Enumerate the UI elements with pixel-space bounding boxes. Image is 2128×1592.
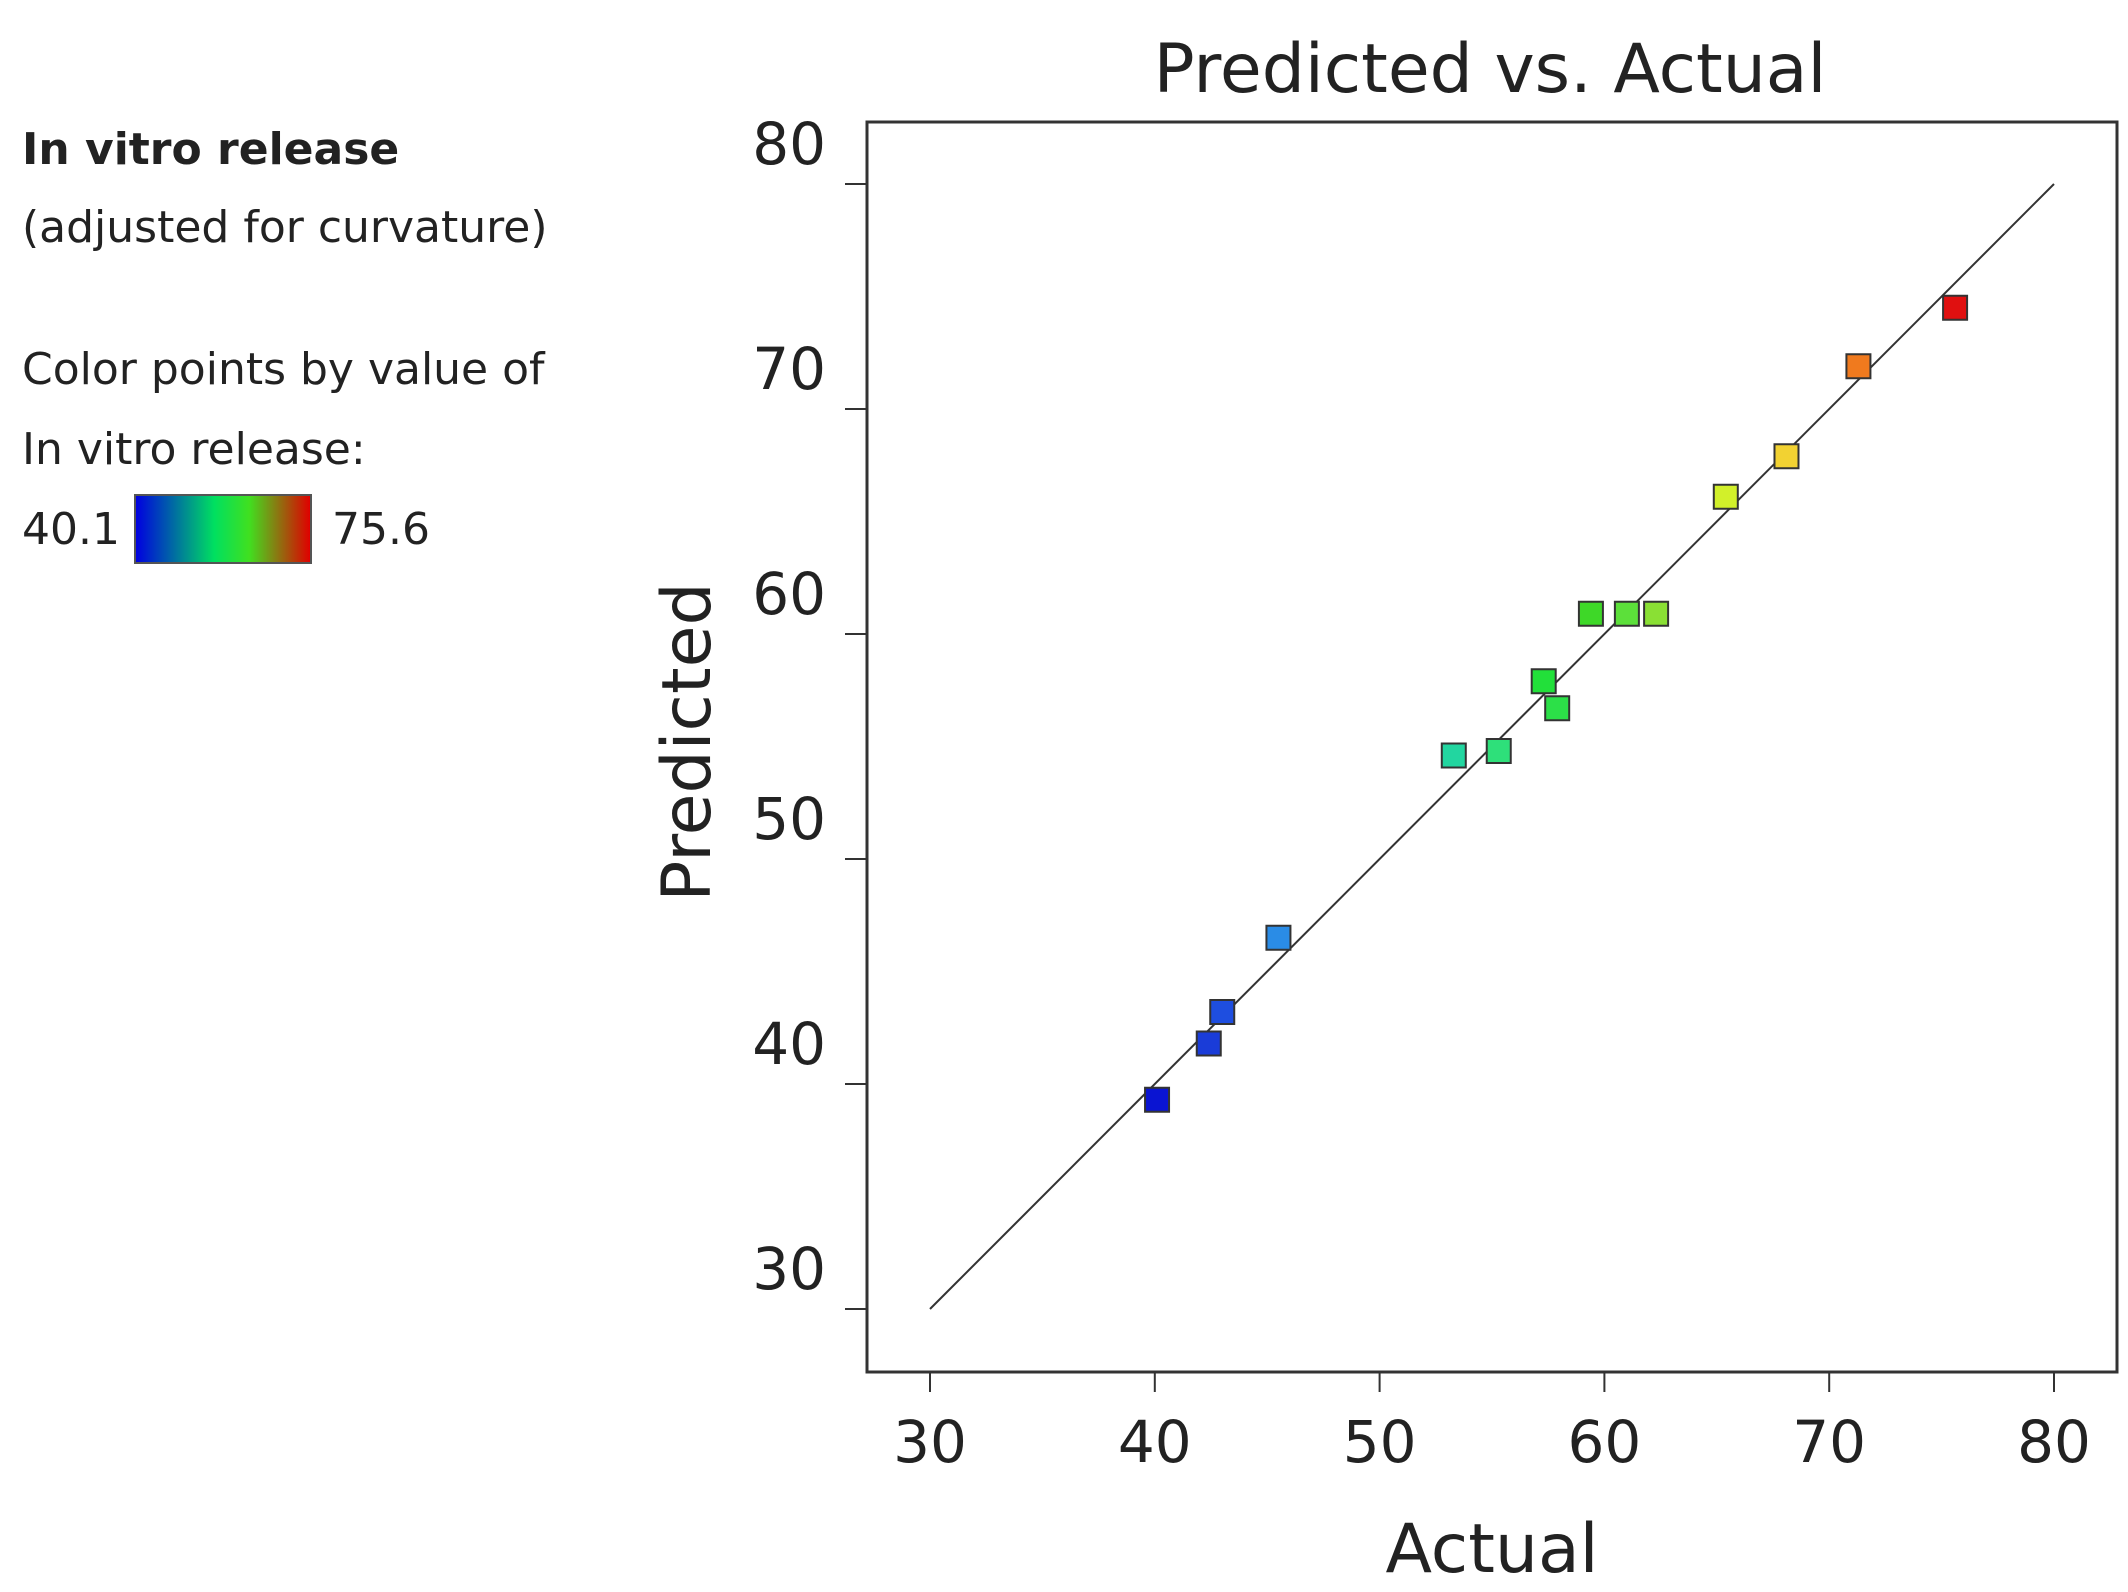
- data-point-5: [1440, 742, 1467, 769]
- data-point-3: [1209, 999, 1236, 1025]
- plot-frame: [865, 120, 2119, 1374]
- legend: In vitro release (adjusted for curvature…: [22, 120, 582, 564]
- x-tick-label: 60: [1567, 1408, 1641, 1476]
- data-point-1: [1144, 1086, 1171, 1113]
- color-scale-min: 40.1: [22, 503, 120, 555]
- data-point-2: [1195, 1030, 1222, 1057]
- y-tick-label: 60: [752, 560, 826, 628]
- data-point-12: [1712, 483, 1739, 510]
- x-tick-label: 40: [1118, 1408, 1192, 1476]
- x-tick-label: 30: [893, 1408, 967, 1476]
- data-point-7: [1530, 668, 1557, 695]
- x-axis-label: Actual: [1385, 1510, 1598, 1589]
- legend-title: In vitro release: [22, 124, 400, 175]
- data-point-4: [1265, 924, 1292, 951]
- chart-title: Predicted vs. Actual: [1154, 30, 1827, 109]
- data-point-9: [1577, 600, 1604, 627]
- x-axis: 30 40 50 60 70 80: [893, 1372, 2091, 1476]
- legend-subtitle: (adjusted for curvature): [22, 202, 548, 253]
- y-axis: 30 40 50 60 70 80: [752, 110, 867, 1310]
- data-point-10: [1613, 600, 1640, 627]
- y-tick-label: 50: [752, 785, 826, 853]
- x-tick-label: 70: [1792, 1408, 1866, 1476]
- legend-response-label: In vitro release:: [22, 424, 366, 475]
- data-point-6: [1485, 738, 1512, 764]
- y-tick-label: 30: [752, 1235, 826, 1303]
- data-point-11: [1643, 600, 1670, 627]
- color-gradient-bar: [133, 494, 312, 564]
- data-point-14: [1845, 353, 1872, 380]
- data-points: [1144, 294, 1969, 1113]
- color-scale-max: 75.6: [331, 503, 430, 555]
- y-tick-label: 80: [752, 110, 826, 178]
- data-point-13: [1773, 443, 1800, 470]
- y-axis-label: Predicted: [648, 582, 727, 901]
- y-tick-label: 40: [752, 1010, 826, 1078]
- data-point-15: [1942, 294, 1969, 321]
- data-point-8: [1544, 695, 1571, 722]
- x-tick-label: 50: [1343, 1408, 1417, 1476]
- y-tick-label: 70: [752, 335, 826, 403]
- color-scale: 40.1 75.6: [22, 494, 582, 564]
- legend-color-label: Color points by value of: [22, 344, 545, 395]
- x-tick-label: 80: [2017, 1408, 2091, 1476]
